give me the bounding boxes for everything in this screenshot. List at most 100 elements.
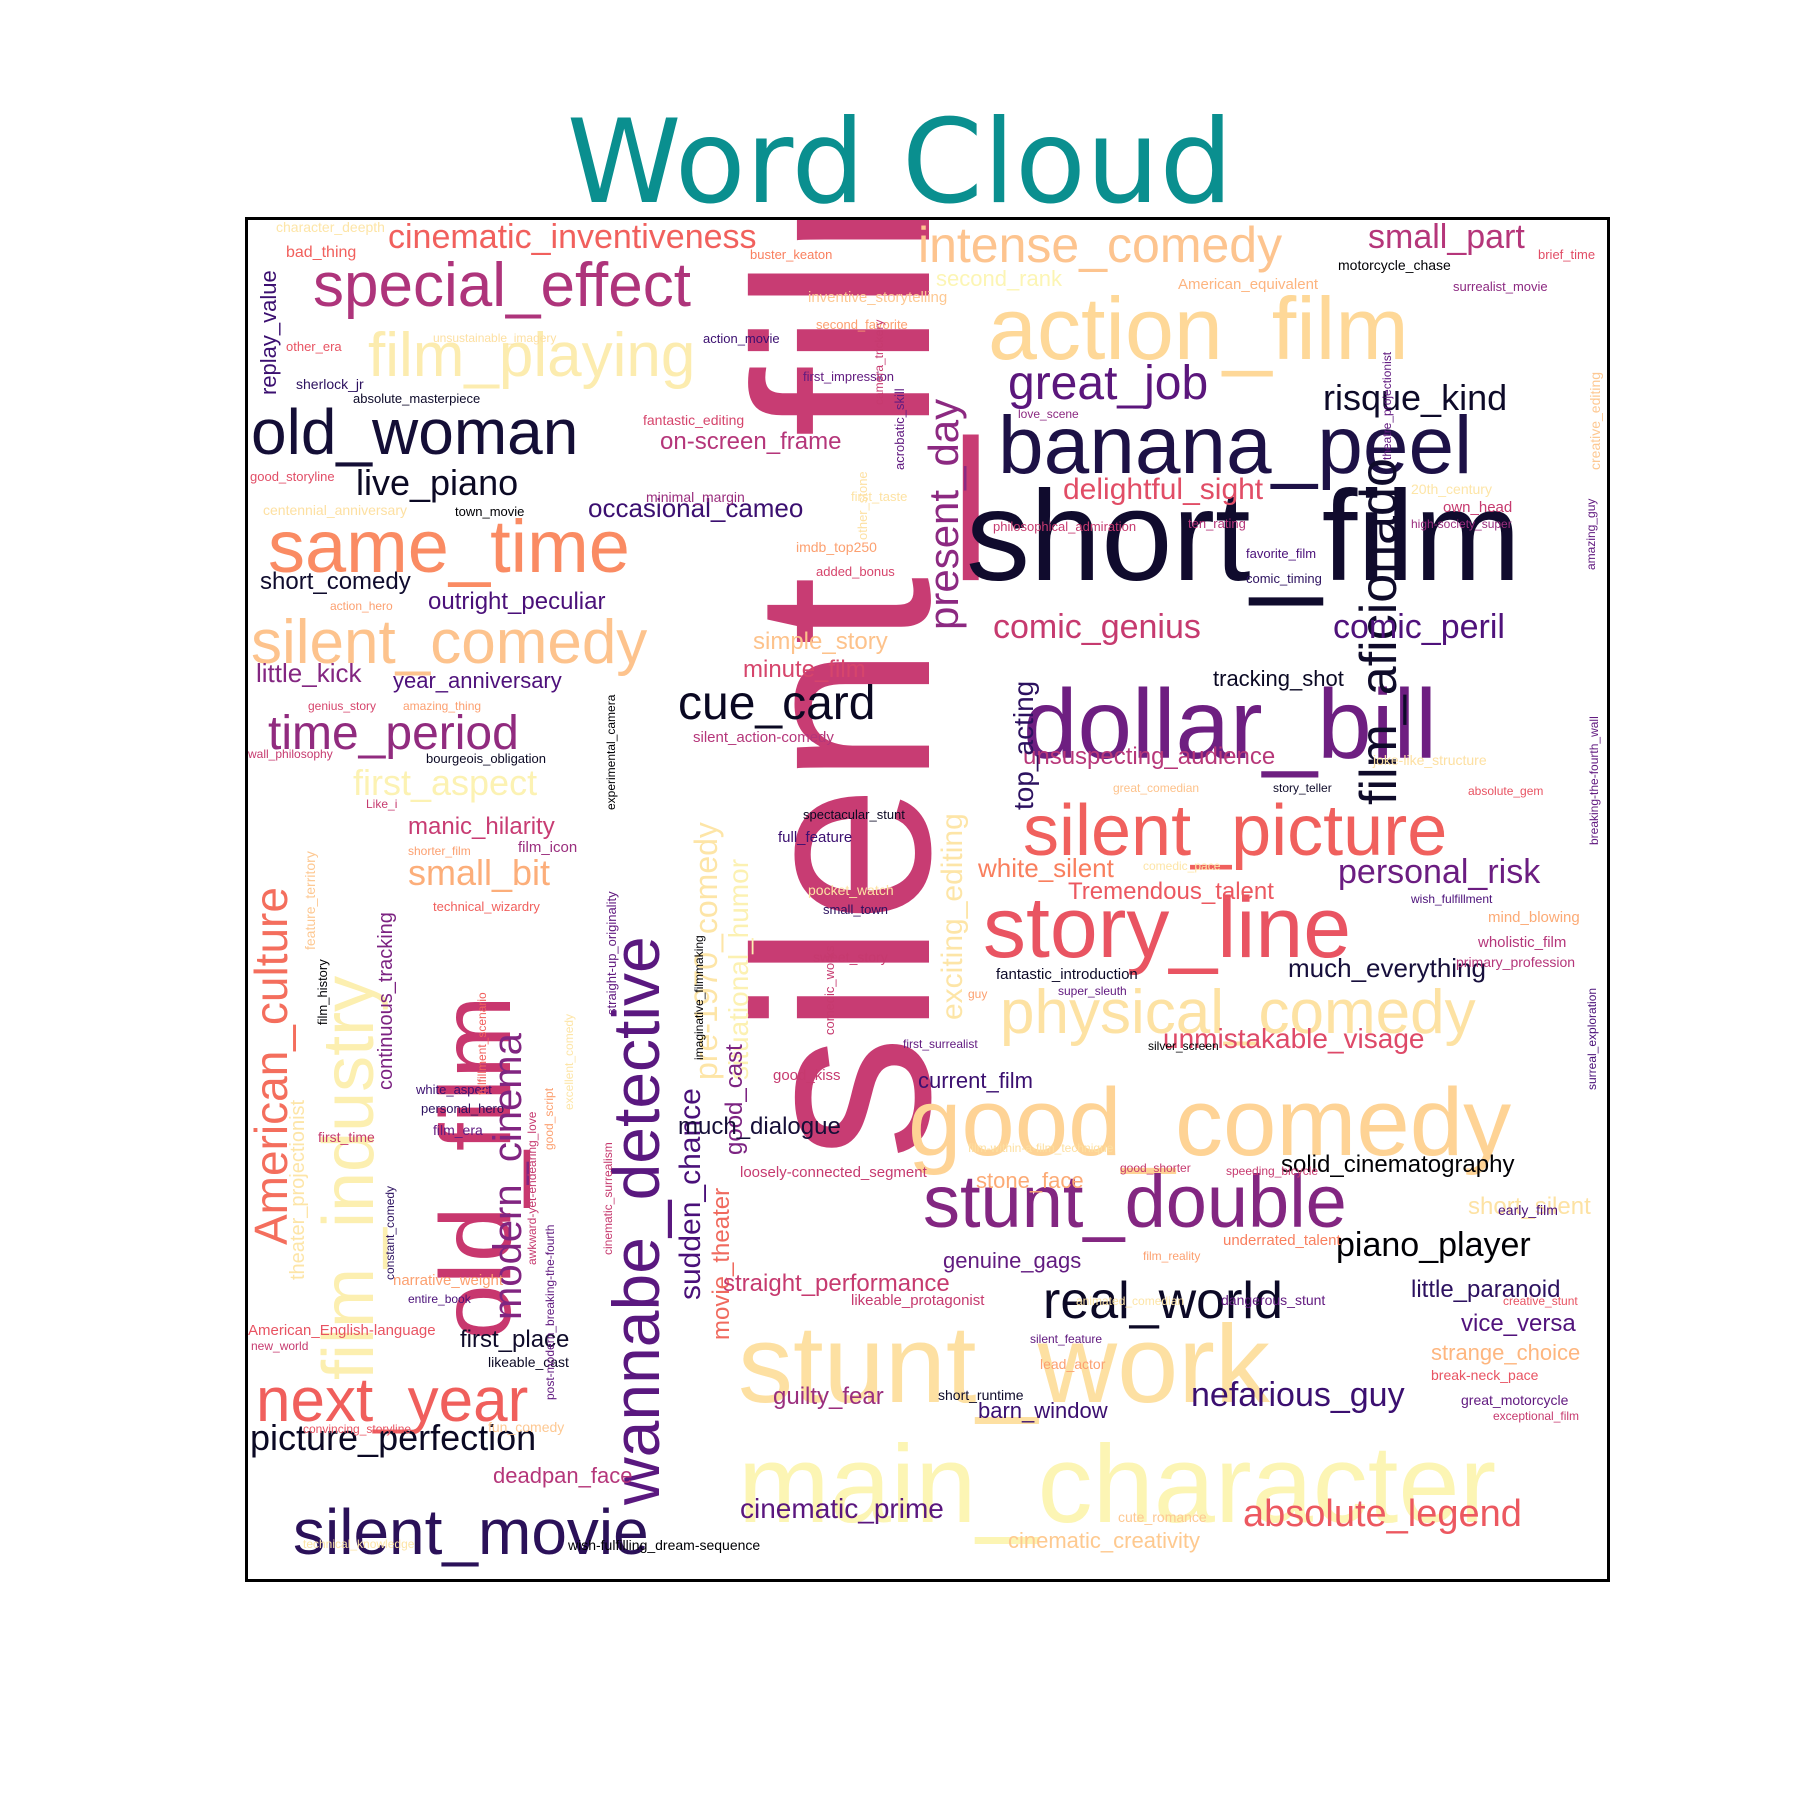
word: spectacular_stunt <box>803 807 905 822</box>
word: theatre_projectionist <box>1380 351 1394 460</box>
word: own_head <box>1443 499 1513 516</box>
word: creative_editing <box>1587 371 1603 470</box>
word: second_favorite <box>816 317 908 332</box>
word: experimental_camera <box>604 694 618 810</box>
word: amazing_thing <box>403 699 482 713</box>
word: exciting_editing <box>936 813 969 1020</box>
word: first_taste <box>851 489 908 504</box>
word: favorite_film <box>1246 546 1317 561</box>
word: early_film <box>1498 1202 1558 1218</box>
word: creative_stunt <box>1503 1294 1578 1308</box>
word: underrated_talent <box>1223 1232 1341 1249</box>
word: film_era <box>433 1122 483 1138</box>
word: 20th_century <box>1411 481 1492 497</box>
word: risque_kind <box>1323 377 1508 418</box>
word: cinematic_inventiveness <box>388 218 757 256</box>
word: loosely-connected_segment <box>740 1164 927 1181</box>
word: comic_timing <box>1246 571 1322 586</box>
word: first_aspect <box>353 762 538 803</box>
word: first_surrealist <box>903 1037 978 1051</box>
word: brief_time <box>1538 247 1596 262</box>
word: solid_cinematography <box>1281 1151 1515 1178</box>
word: sweet_story <box>813 949 888 965</box>
word: action_film <box>988 279 1409 378</box>
word: added_bonus <box>816 564 895 579</box>
word: piano_player <box>1336 1226 1531 1264</box>
word: technical_knowledge <box>303 1537 415 1551</box>
word: stunt_work <box>738 1303 1270 1426</box>
word: wish_fulfillment <box>1411 892 1493 906</box>
word: physical_comedy <box>1000 978 1476 1047</box>
word: strange_choice <box>1431 1340 1581 1365</box>
word: buster_keaton <box>750 247 833 262</box>
word: entire_book <box>408 1292 471 1306</box>
word: likeable_protagonist <box>851 1292 985 1309</box>
word: animated_comedian <box>1076 1294 1185 1308</box>
word: same_time <box>268 505 630 588</box>
word: theater_projectionist <box>287 1099 309 1280</box>
word: Tremendous_talent <box>1068 878 1274 905</box>
word: exceptional_film <box>1493 1409 1580 1423</box>
word: great_job <box>1008 357 1209 410</box>
word: film_reality <box>1143 1249 1201 1263</box>
word: great_motorcycle <box>1461 1392 1569 1408</box>
word: bad_thing <box>286 244 357 261</box>
word: second_rank <box>936 266 1062 291</box>
word: bourgeois_obligation <box>426 751 546 766</box>
word: great_comedian <box>1113 781 1200 795</box>
word: fantastic_introduction <box>996 966 1138 983</box>
word: short_film <box>966 465 1521 608</box>
word: short_runtime <box>938 1387 1024 1403</box>
word: simple_story <box>753 628 888 655</box>
word: occasional_cameo <box>588 493 804 523</box>
word: dangerous_stunt <box>1221 1292 1326 1308</box>
word: genius_story <box>308 699 377 713</box>
word: primary_profession <box>1456 954 1576 970</box>
word: silent_picture <box>1023 791 1448 871</box>
word: good_comedy <box>908 1069 1512 1176</box>
word: absolute_legend <box>1243 1493 1522 1535</box>
word: imdb_top250 <box>796 539 877 555</box>
word: guilty_fear <box>773 1383 884 1410</box>
word: fulfillment_scenario <box>475 992 489 1095</box>
word: motorcycle_chase <box>1338 257 1451 273</box>
word: nefarious_guy <box>1191 1376 1405 1414</box>
word: manic_hilarity <box>408 813 555 840</box>
word: post-modern_breaking-the-fourth <box>543 1224 557 1400</box>
word: fun_comedy <box>488 1419 565 1435</box>
word: replay_value <box>256 270 281 395</box>
word: barn_window <box>978 1398 1108 1423</box>
word: outright_peculiar <box>428 588 606 615</box>
word: shorter_film <box>408 844 471 858</box>
word: wall_philosophy <box>248 747 333 761</box>
word: little_kick <box>256 658 362 688</box>
word: action_hero <box>330 599 393 613</box>
word: genuine_gags <box>943 1248 1082 1273</box>
word: first_place <box>460 1326 570 1353</box>
word: comic_peril <box>1333 608 1505 646</box>
word: minute_film <box>743 656 866 683</box>
word: film_icon <box>518 839 578 856</box>
word: straight_performance <box>723 1270 950 1297</box>
word: ten_rating <box>1188 516 1246 531</box>
word: current_film <box>918 1068 1033 1093</box>
word: film_playing <box>368 321 696 390</box>
word: personal_hero <box>421 1101 505 1116</box>
word: absolute_masterpiece <box>353 391 481 406</box>
word: fantastic_editing <box>643 412 745 428</box>
word: unmistakable_visage <box>1163 1023 1425 1054</box>
word: personal_risk <box>1338 853 1541 891</box>
word: dollar_bill <box>1023 669 1438 779</box>
word: cute_romance <box>1118 1509 1207 1525</box>
word: town_movie <box>455 504 525 519</box>
word: convincing_storyline <box>303 1422 412 1436</box>
word: vice_versa <box>1461 1310 1576 1337</box>
word: first_impression <box>803 369 895 384</box>
word: delightful_sight <box>1063 473 1264 506</box>
word: inventive_storytelling <box>808 289 948 306</box>
word: small_bit <box>408 852 551 893</box>
word: minimal_margin <box>646 489 745 505</box>
word: centennial_anniversary <box>263 502 407 518</box>
word: short_comedy <box>260 568 411 595</box>
word: short_silent <box>1468 1193 1591 1220</box>
